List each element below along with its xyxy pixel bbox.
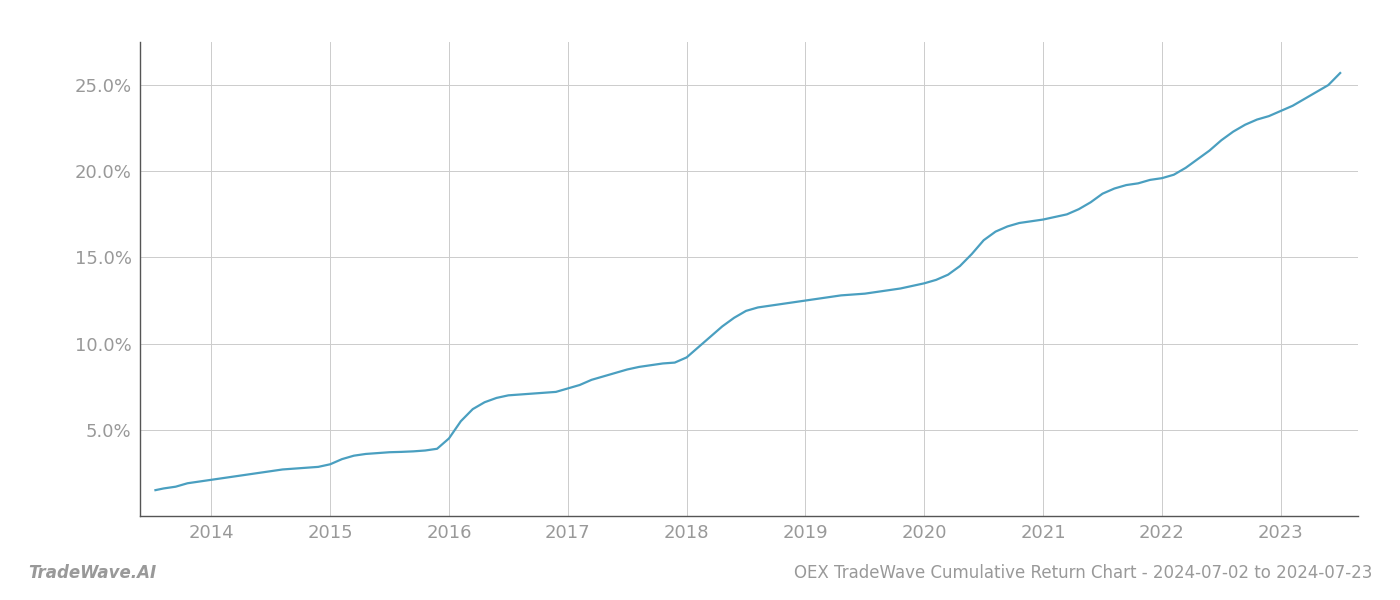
Text: OEX TradeWave Cumulative Return Chart - 2024-07-02 to 2024-07-23: OEX TradeWave Cumulative Return Chart - … (794, 564, 1372, 582)
Text: TradeWave.AI: TradeWave.AI (28, 564, 157, 582)
